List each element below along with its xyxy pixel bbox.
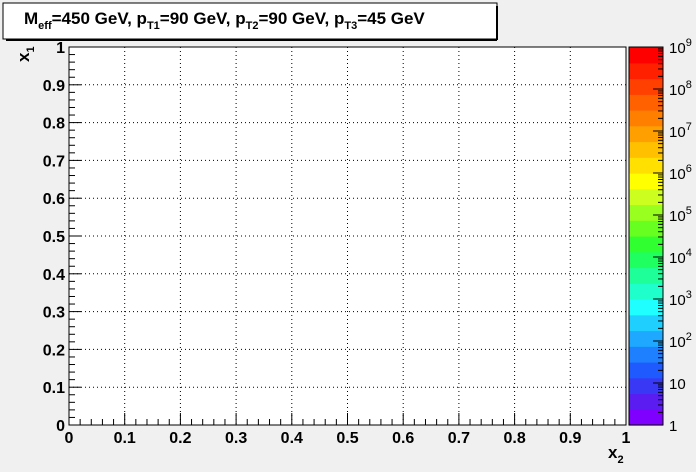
x-tick-label: 0.4 <box>281 430 303 447</box>
y-tick-label: 0.7 <box>43 153 65 170</box>
y-tick-label: 0 <box>56 418 65 435</box>
palette-band <box>629 330 663 347</box>
palette-band <box>629 173 663 190</box>
palette-band <box>629 409 663 426</box>
x-tick-label: 0.8 <box>503 430 525 447</box>
x-axis-tick-labels: 0 0.1 0.2 0.3 0.4 0.5 0.6 0.7 0.8 0.9 1 <box>65 430 631 447</box>
x-axis-ticks <box>68 413 627 425</box>
palette-band <box>629 314 663 332</box>
palette-label: 1 <box>669 418 677 435</box>
grid-lines <box>69 47 626 425</box>
palette-band <box>629 362 663 379</box>
x-tick-label: 1 <box>622 430 631 447</box>
x-tick-label: 0.2 <box>169 430 191 447</box>
palette-band <box>629 377 663 395</box>
palette-label: 109 <box>669 37 692 57</box>
palette-band <box>629 251 663 269</box>
palette-band <box>629 78 663 95</box>
palette-band <box>629 125 663 143</box>
y-tick-label: 0.6 <box>43 191 65 208</box>
palette-band <box>629 236 663 253</box>
color-palette-labels: 1 10 102 103 104 105 106 107 108 109 <box>669 37 692 435</box>
palette-band <box>629 141 663 158</box>
y-tick-label: 0.9 <box>43 78 65 95</box>
palette-band <box>629 393 663 410</box>
palette-band <box>629 110 663 127</box>
color-palette <box>628 46 664 426</box>
palette-label: 103 <box>669 289 692 309</box>
y-tick-label: 0.3 <box>43 305 65 322</box>
palette-label: 10 <box>669 376 686 393</box>
y-tick-label: 0.8 <box>43 116 65 133</box>
palette-band <box>629 157 663 174</box>
palette-label: 106 <box>669 163 692 183</box>
y-tick-label: 0.4 <box>43 267 65 284</box>
palette-band <box>629 283 663 300</box>
chart-title: Meff=450 GeV, pT1=90 GeV, pT2=90 GeV, pT… <box>24 9 425 32</box>
palette-band <box>629 94 663 111</box>
palette-band <box>629 62 663 80</box>
y-tick-label: 1 <box>56 40 65 57</box>
palette-label: 104 <box>669 247 692 267</box>
y-axis-tick-labels: 0 0.1 0.2 0.3 0.4 0.5 0.6 0.7 0.8 0.9 1 <box>43 40 65 435</box>
title-box <box>2 2 498 40</box>
palette-label: 107 <box>669 121 692 141</box>
palette-band <box>629 346 663 363</box>
x-tick-label: 0.1 <box>114 430 136 447</box>
x-tick-label: 0.9 <box>559 430 581 447</box>
palette-label: 108 <box>669 79 692 99</box>
y-axis-ticks <box>69 46 81 426</box>
palette-label: 105 <box>669 205 692 225</box>
x-tick-label: 0.6 <box>392 430 414 447</box>
palette-band <box>629 204 663 221</box>
y-tick-label: 0.2 <box>43 342 65 359</box>
x-tick-label: 0 <box>65 430 74 447</box>
y-tick-label: 0.1 <box>43 380 65 397</box>
palette-band <box>629 299 663 316</box>
palette-band <box>629 220 663 237</box>
x-tick-label: 0.3 <box>225 430 247 447</box>
y-axis-title: x1 <box>14 46 37 62</box>
x-tick-label: 0.5 <box>336 430 358 447</box>
palette-band <box>629 47 663 64</box>
x-tick-label: 0.7 <box>448 430 470 447</box>
x-axis-title: x2 <box>608 443 624 466</box>
palette-label: 102 <box>669 331 692 351</box>
palette-band <box>629 267 663 284</box>
palette-frame <box>628 46 664 426</box>
y-tick-label: 0.5 <box>43 229 65 246</box>
palette-band <box>629 188 663 206</box>
